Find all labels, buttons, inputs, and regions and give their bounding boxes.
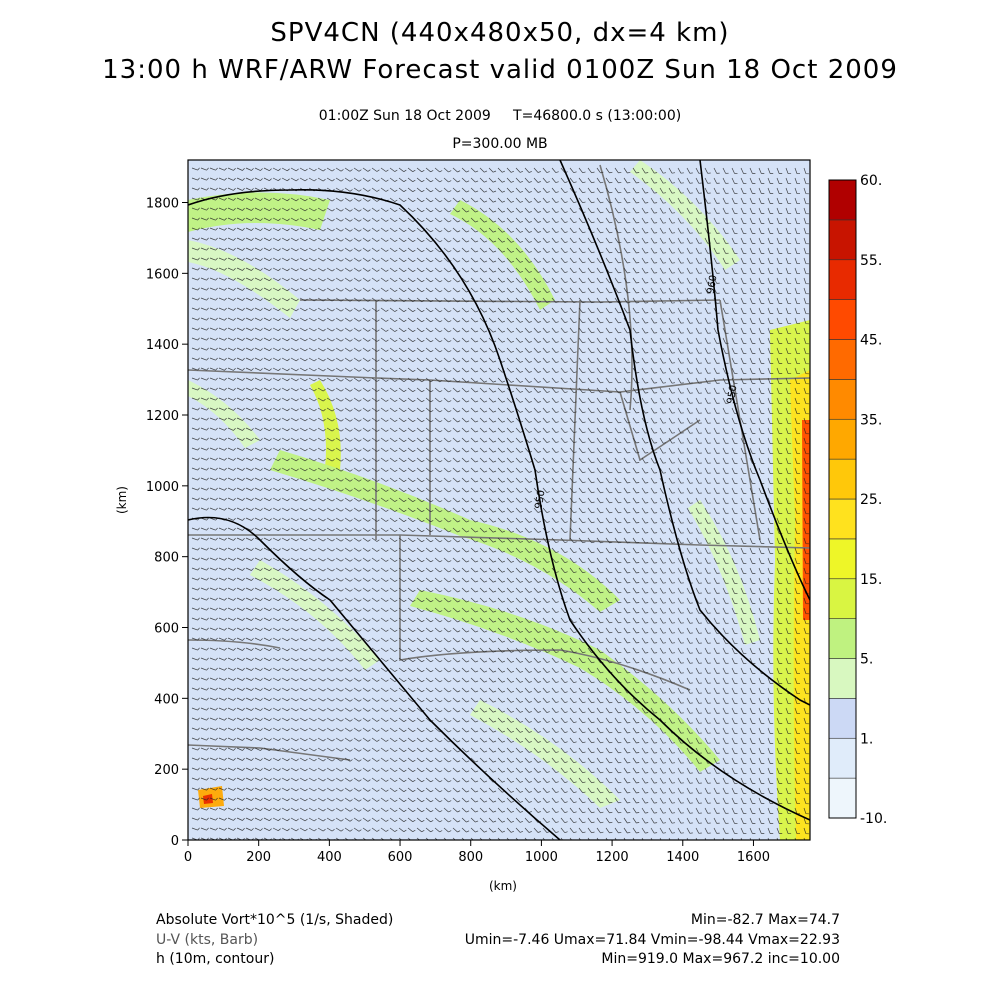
colorbar-label: 45. <box>860 333 882 349</box>
x-tick-label: 1200 <box>596 850 629 865</box>
colorbar-frame <box>828 179 857 819</box>
vorticity-region-13 <box>802 420 810 620</box>
boundary-line-10 <box>188 744 351 761</box>
colorbar-label: 60. <box>860 173 882 189</box>
y-tick-label: 800 <box>154 551 179 566</box>
height-contour-1 <box>188 516 561 840</box>
boundary-line-5 <box>188 639 281 649</box>
chart-subtitle-time: 01:00Z Sun 18 Oct 2009 T=46800.0 s (13:0… <box>318 108 682 124</box>
footer-height-label: h (10m, contour) <box>156 951 275 967</box>
footer-wind-label: U-V (kts, Barb) <box>156 932 259 948</box>
colorbar-swatch <box>828 658 857 699</box>
height-contour-3 <box>699 160 810 601</box>
colorbar-label: 55. <box>860 253 882 269</box>
colorbar-label: 15. <box>860 572 882 588</box>
colorbar-swatch <box>828 259 857 300</box>
y-tick-label: 0 <box>171 834 179 849</box>
colorbar-swatch <box>828 219 857 261</box>
footer-vorticity-range: Min=-82.7 Max=74.7 <box>690 912 840 928</box>
y-axis: 0 200 400 600 800 1000 1200 1400 1600 1800 <box>146 197 188 849</box>
colorbar-swatch <box>828 578 857 619</box>
colorbar-label: 25. <box>860 492 882 508</box>
boundary-line-11 <box>599 164 633 411</box>
colorbar-label: 1. <box>860 731 873 747</box>
footer-wind-range: Umin=-7.46 Umax=71.84 Vmin=-98.44 Vmax=2… <box>464 932 840 948</box>
chart-title-line1: SPV4CN (440x480x50, dx=4 km) <box>270 18 730 48</box>
height-contour-0 <box>188 188 810 821</box>
vorticity-region-5 <box>410 590 720 772</box>
vorticity-region-6 <box>250 560 380 670</box>
colorbar: -10. 1. 5. 15. 25. 35. 45. 55. 60. <box>828 173 887 827</box>
y-tick-label: 1400 <box>146 338 179 353</box>
y-tick-label: 1600 <box>146 267 179 282</box>
boundary-line-8 <box>619 391 701 462</box>
height-contours: 960 950 950 <box>188 160 810 840</box>
vorticity-region-7 <box>470 700 620 808</box>
height-contour-2 <box>559 160 810 706</box>
x-tick-label: 600 <box>388 850 413 865</box>
boundary-line-1 <box>188 534 810 549</box>
colorbar-swatch <box>828 618 857 659</box>
boundary-line-0 <box>188 369 810 393</box>
vorticity-region-8 <box>630 160 740 270</box>
x-axis-label: (km) <box>489 879 517 893</box>
colorbar-swatch <box>828 179 857 221</box>
x-tick-label: 400 <box>317 850 342 865</box>
colorbar-swatch <box>828 698 857 739</box>
colorbar-label: 5. <box>860 652 873 668</box>
y-tick-label: 600 <box>154 622 179 637</box>
colorbar-swatch <box>828 299 857 340</box>
colorbar-swatch <box>828 418 857 460</box>
y-tick-label: 200 <box>154 763 179 778</box>
plot-background <box>188 160 810 840</box>
colorbar-label: 35. <box>860 412 882 428</box>
boundary-line-9 <box>719 299 761 541</box>
vorticity-region-3 <box>310 380 341 470</box>
y-tick-label: 1000 <box>146 480 179 495</box>
plot-frame <box>187 159 811 841</box>
colorbar-swatch <box>828 498 857 540</box>
colorbar-swatch <box>828 379 857 420</box>
colorbar-label: -10. <box>860 811 887 827</box>
colorbar-swatch <box>828 458 857 500</box>
y-tick-label: 1800 <box>146 197 179 212</box>
contour-label: 950 <box>725 384 739 405</box>
vorticity-region-0 <box>188 192 330 232</box>
y-tick-label: 400 <box>154 692 179 707</box>
footer-height-range: Min=919.0 Max=967.2 inc=10.00 <box>601 951 840 967</box>
plot-area: 960 950 950 <box>188 160 810 840</box>
x-tick-label: 1000 <box>525 850 558 865</box>
x-tick-label: 200 <box>246 850 271 865</box>
chart-title-line2: 13:00 h WRF/ARW Forecast valid 0100Z Sun… <box>102 55 898 85</box>
y-axis-label: (km) <box>115 486 129 514</box>
wind-barbs <box>191 167 809 840</box>
wind-barb-field <box>191 167 809 840</box>
x-axis: 0 200 400 600 800 1000 1200 1400 1600 <box>184 840 770 865</box>
colorbar-swatch <box>828 737 857 779</box>
vorticity-region-10 <box>688 500 760 645</box>
x-tick-label: 1400 <box>666 850 699 865</box>
x-tick-label: 0 <box>184 850 192 865</box>
footer-vorticity-label: Absolute Vort*10^5 (1/s, Shaded) <box>156 912 394 928</box>
contour-label: 950 <box>533 489 547 510</box>
vorticity-region-9 <box>188 380 260 448</box>
chart-subtitle-level: P=300.00 MB <box>452 136 548 152</box>
colorbar-swatch <box>828 538 857 580</box>
x-tick-label: 1600 <box>737 850 770 865</box>
x-tick-label: 800 <box>458 850 483 865</box>
y-tick-label: 1200 <box>146 409 179 424</box>
contour-label: 960 <box>705 274 719 295</box>
colorbar-swatch <box>828 777 857 819</box>
colorbar-swatch <box>828 339 857 380</box>
